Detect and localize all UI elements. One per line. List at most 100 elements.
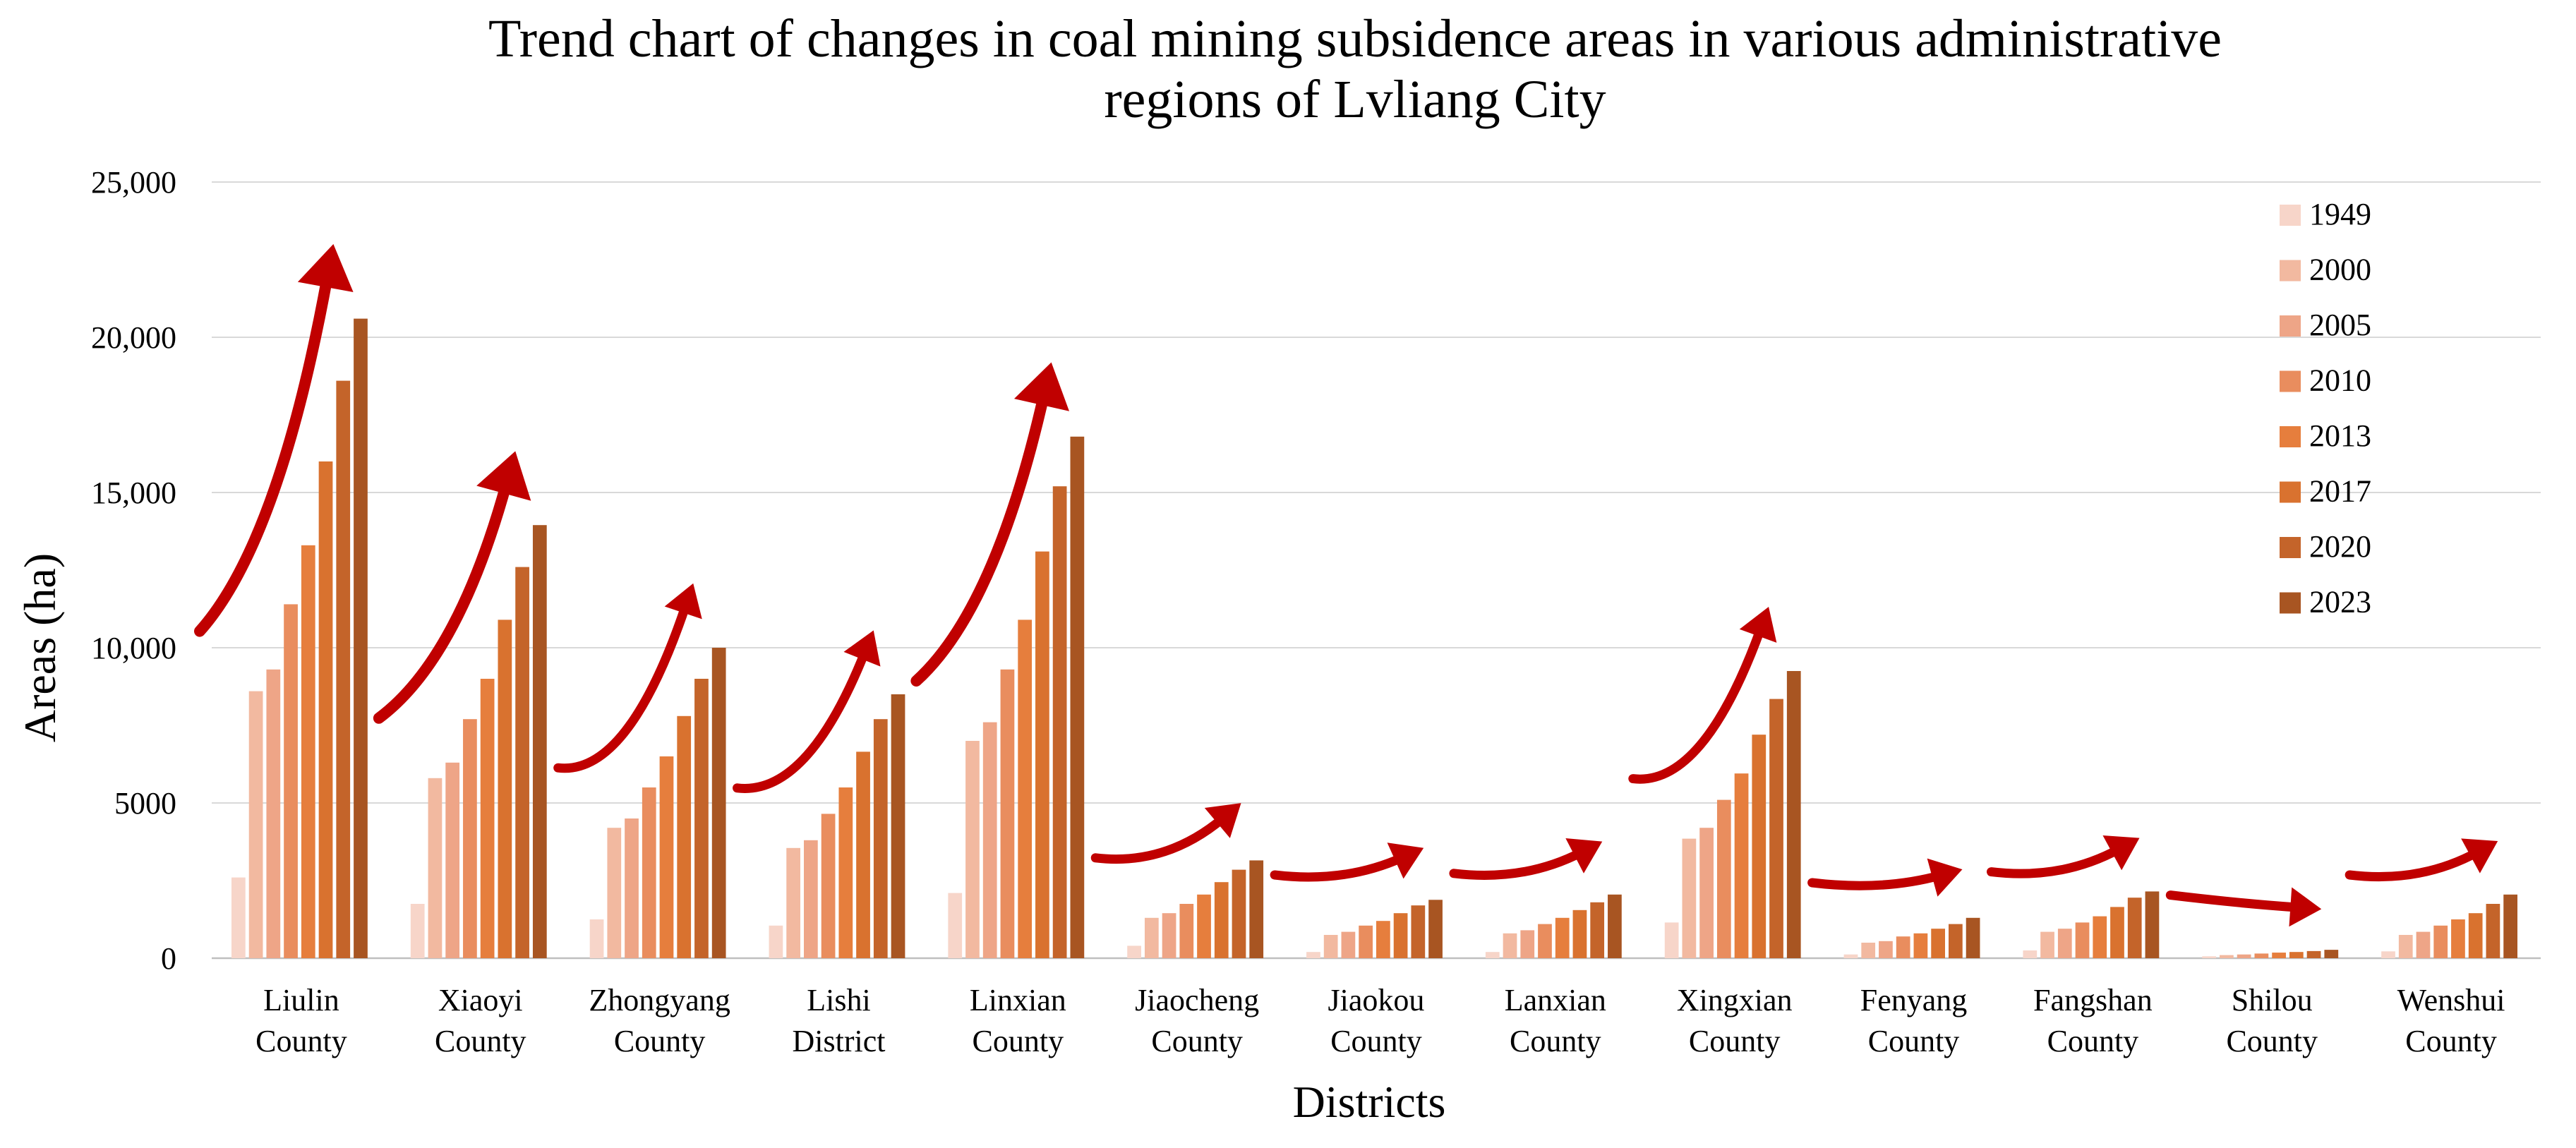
x-category-label: Wenshui County bbox=[2397, 983, 2505, 1058]
bar-2013 bbox=[1913, 933, 1928, 958]
bar-2017 bbox=[498, 620, 512, 958]
bar-2020 bbox=[1769, 699, 1783, 958]
bar-2000 bbox=[1861, 943, 1876, 958]
bar-2000 bbox=[965, 741, 980, 958]
legend-swatch bbox=[2280, 592, 2301, 614]
bar-2017 bbox=[1035, 551, 1049, 958]
y-tick-label: 10,000 bbox=[91, 631, 176, 665]
bar-2023 bbox=[354, 318, 368, 959]
bar-2020 bbox=[2486, 904, 2500, 958]
trend-arrow-head bbox=[664, 583, 702, 620]
bars bbox=[231, 318, 2517, 959]
bar-2023 bbox=[2145, 891, 2160, 958]
bar-2017 bbox=[677, 715, 692, 958]
x-category-label: Fenyang County bbox=[1860, 983, 1968, 1058]
x-category-line: Zhongyang bbox=[589, 983, 730, 1017]
x-category-label: Xiaoyi County bbox=[435, 983, 526, 1058]
bar-1949 bbox=[1127, 945, 1141, 958]
bar-2005 bbox=[445, 762, 460, 958]
legend-swatch bbox=[2280, 315, 2301, 337]
bar-2005 bbox=[625, 818, 639, 958]
legend: 1949 2000 2005 2010 2013 2017 2020 2023 bbox=[2280, 197, 2371, 620]
legend-swatch bbox=[2280, 370, 2301, 392]
gridlines bbox=[212, 181, 2541, 960]
x-category-label: Xingxian County bbox=[1677, 983, 1793, 1058]
trend-arrow-head bbox=[1204, 803, 1241, 838]
trend-arrow-shaft bbox=[1270, 852, 1407, 882]
bar-2013 bbox=[1376, 921, 1390, 958]
trend-arrows bbox=[194, 243, 2498, 927]
legend-swatch bbox=[2280, 481, 2301, 503]
bar-1949 bbox=[2023, 950, 2038, 958]
x-category-line: County bbox=[2405, 1024, 2497, 1058]
trend-arrow-shaft bbox=[733, 647, 870, 793]
bar-2005 bbox=[266, 669, 281, 958]
bar-2005 bbox=[2057, 929, 2072, 958]
legend-swatch bbox=[2280, 205, 2301, 226]
legend-label: 2020 bbox=[2309, 529, 2371, 564]
legend-label: 2005 bbox=[2309, 308, 2371, 342]
x-category-line: County bbox=[2047, 1024, 2139, 1058]
bar-2017 bbox=[2289, 952, 2304, 958]
bar-2023 bbox=[711, 648, 726, 958]
bar-2000 bbox=[428, 778, 443, 958]
bar-2000 bbox=[1503, 933, 1517, 958]
x-category-line: Lanxian bbox=[1505, 983, 1606, 1017]
bar-2023 bbox=[1428, 900, 1443, 958]
x-category-label: Lanxian County bbox=[1505, 983, 1606, 1058]
bar-2005 bbox=[804, 840, 818, 958]
x-category-line: Fenyang bbox=[1860, 983, 1968, 1017]
x-category-line: Linxian bbox=[970, 983, 1066, 1017]
chart-title: Trend chart of changes in coal mining su… bbox=[488, 9, 2222, 129]
bar-2013 bbox=[2093, 916, 2107, 958]
trend-arrow-shaft bbox=[1807, 871, 1945, 890]
trend-arrow-shaft bbox=[1449, 847, 1587, 880]
legend-label: 2017 bbox=[2309, 474, 2371, 509]
bar-2000 bbox=[607, 828, 622, 958]
x-category-line: County bbox=[1689, 1024, 1781, 1058]
x-category-line: Wenshui bbox=[2397, 983, 2505, 1017]
bar-2010 bbox=[2075, 922, 2090, 958]
title-line: Trend chart of changes in coal mining su… bbox=[488, 9, 2222, 68]
legend-label: 2010 bbox=[2309, 363, 2371, 398]
x-category-line: County bbox=[435, 1024, 526, 1058]
bar-2005 bbox=[1699, 828, 1714, 958]
bar-2023 bbox=[1070, 436, 1085, 958]
bar-2020 bbox=[873, 719, 888, 958]
bar-1949 bbox=[1843, 954, 1858, 958]
bar-2017 bbox=[1214, 882, 1229, 958]
y-tick-label: 5000 bbox=[114, 786, 176, 821]
trend-arrow-head bbox=[2289, 887, 2322, 927]
bar-2005 bbox=[1341, 931, 1356, 958]
bar-2023 bbox=[1786, 671, 1801, 958]
bar-2010 bbox=[642, 787, 656, 958]
bar-2020 bbox=[1949, 924, 1963, 958]
bar-2020 bbox=[1052, 486, 1067, 958]
x-category-line: Fangshan bbox=[2033, 983, 2153, 1017]
bar-2023 bbox=[1966, 917, 1980, 958]
legend-swatch bbox=[2280, 537, 2301, 558]
bar-2013 bbox=[838, 787, 853, 958]
bar-1949 bbox=[2381, 951, 2395, 958]
bar-2005 bbox=[982, 722, 997, 958]
trend-arrow-shaft bbox=[553, 600, 691, 773]
x-category-line: County bbox=[1868, 1024, 1960, 1058]
trend-arrow-shaft bbox=[373, 477, 512, 724]
legend-label: 2023 bbox=[2309, 585, 2371, 620]
bar-2010 bbox=[1896, 936, 1910, 958]
y-axis-ticks: 0 5000 10,000 15,000 20,000 25,000 bbox=[91, 165, 176, 976]
bar-2000 bbox=[2040, 931, 2054, 958]
x-category-label: Fangshan County bbox=[2033, 983, 2153, 1058]
bar-2010 bbox=[1716, 799, 1731, 958]
trend-arrow-head bbox=[843, 630, 881, 667]
bar-2013 bbox=[1018, 620, 1033, 958]
x-category-line: Shilou bbox=[2232, 983, 2313, 1017]
trend-arrow-shaft bbox=[1090, 813, 1228, 864]
bar-2017 bbox=[2110, 907, 2124, 958]
bar-2020 bbox=[515, 567, 529, 958]
bar-2010 bbox=[1538, 924, 1552, 958]
trend-arrow-head bbox=[1013, 362, 1070, 411]
bar-2013 bbox=[1197, 894, 1211, 958]
bar-2005 bbox=[2237, 954, 2251, 958]
